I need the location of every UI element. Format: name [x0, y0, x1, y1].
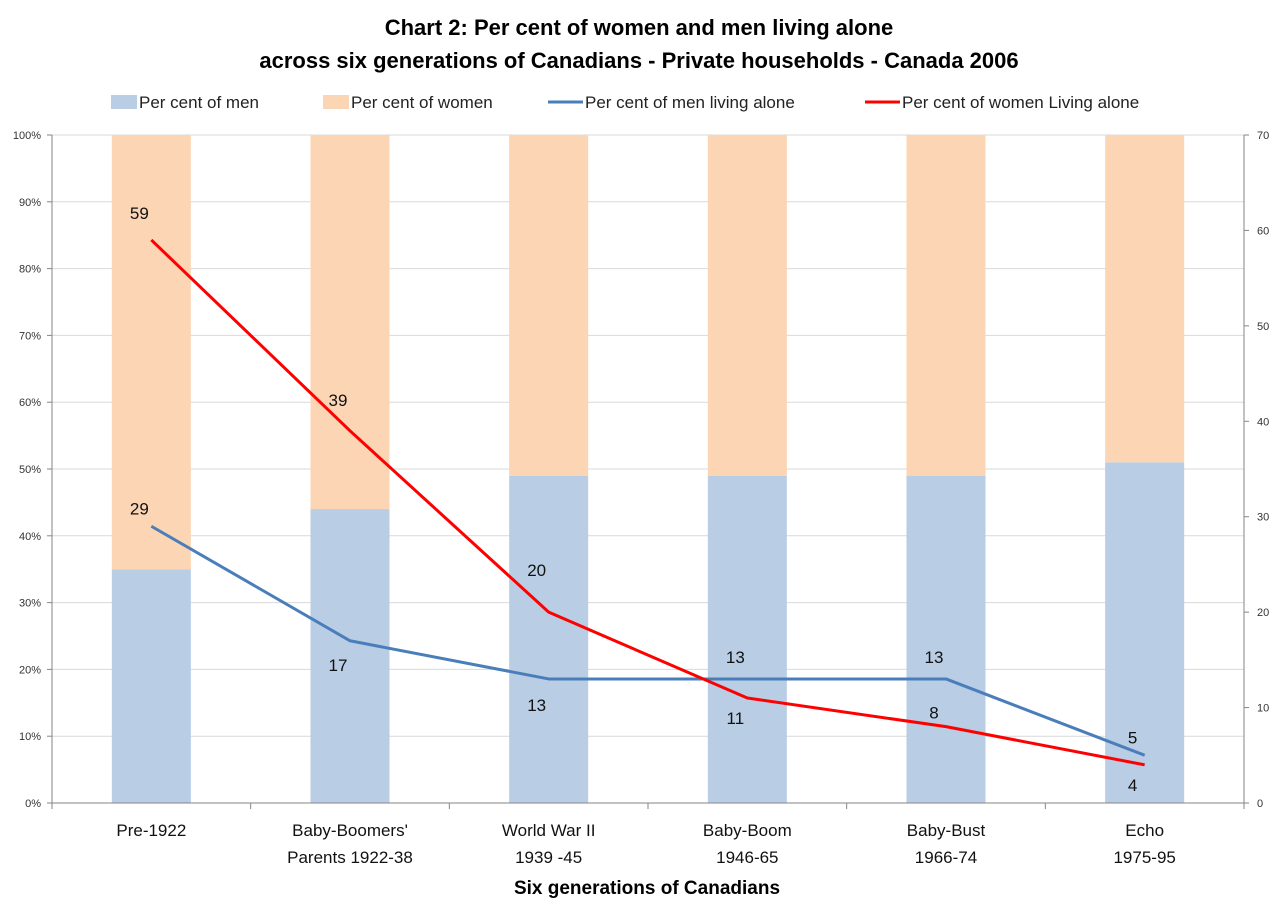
- data-label-men-living-alone: 17: [329, 656, 348, 675]
- bar-women: [906, 135, 986, 476]
- data-label-women-living-alone: 11: [727, 709, 745, 728]
- legend-label-per-cent-of-men: Per cent of men: [139, 93, 259, 112]
- category-label: 1946-65: [716, 848, 778, 867]
- left-tick-label: 50%: [19, 464, 41, 476]
- right-tick-label: 50: [1257, 321, 1269, 333]
- chart-title-line-1: Chart 2: Per cent of women and men livin…: [385, 15, 894, 40]
- bar-men: [509, 475, 589, 803]
- left-tick-label: 10%: [19, 731, 41, 743]
- right-tick-label: 20: [1257, 607, 1269, 619]
- bar-men: [111, 569, 191, 803]
- data-label-women-living-alone: 8: [929, 704, 938, 723]
- bars: [111, 135, 1185, 803]
- left-tick-label: 20%: [19, 664, 41, 676]
- gridlines: [52, 134, 1244, 737]
- left-tick-label: 80%: [19, 264, 41, 276]
- right-tick-label: 40: [1257, 416, 1269, 428]
- category-label: 1975-95: [1113, 848, 1175, 867]
- data-label-men-living-alone: 5: [1128, 728, 1137, 747]
- x-axis-title: Six generations of Canadians: [514, 878, 780, 899]
- data-label-women-living-alone: 59: [130, 204, 149, 223]
- bar-men: [906, 475, 986, 803]
- chart-title-line-2: across six generations of Canadians - Pr…: [259, 48, 1018, 73]
- left-tick-label: 60%: [19, 397, 41, 409]
- category-label: Pre-1922: [116, 821, 186, 840]
- bar-women: [1105, 135, 1185, 463]
- data-label-women-living-alone: 4: [1128, 776, 1137, 795]
- line-per-cent-of-men-living-alone: [150, 524, 1146, 757]
- data-label-women-living-alone: 20: [527, 561, 546, 580]
- right-tick-label: 0: [1257, 798, 1263, 810]
- data-label-men-living-alone: 13: [726, 648, 745, 667]
- legend-swatch-per-cent-of-women: [323, 95, 349, 109]
- data-label-men-living-alone: 13: [925, 648, 944, 667]
- category-label: World War II: [502, 821, 596, 840]
- category-label: Parents 1922-38: [287, 848, 413, 867]
- legend: Per cent of men Per cent of women Per cent…: [111, 93, 1139, 112]
- category-label: Baby-Bust: [907, 821, 986, 840]
- line-per-cent-of-women-living-alone: [150, 238, 1145, 767]
- left-tick-label: 40%: [19, 531, 41, 543]
- legend-label-per-cent-of-men-living-alone: Per cent of men living alone: [585, 93, 795, 112]
- left-tick-label: 30%: [19, 598, 41, 610]
- line-series: [150, 238, 1146, 767]
- category-label: 1939 -45: [515, 848, 582, 867]
- bar-men: [707, 475, 787, 803]
- legend-label-per-cent-of-women: Per cent of women: [351, 93, 493, 112]
- bar-women: [509, 135, 589, 476]
- category-labels: Pre-1922 Baby-Boomers' Parents 1922-38 Worl…: [116, 821, 1175, 867]
- data-label-women-living-alone: 39: [329, 391, 348, 410]
- left-tick-label: 100%: [13, 130, 41, 142]
- left-tick-label: 90%: [19, 197, 41, 209]
- bar-women: [111, 135, 191, 570]
- bar-women: [707, 135, 787, 476]
- right-tick-label: 60: [1257, 225, 1269, 237]
- right-tick-label: 70: [1257, 130, 1269, 142]
- left-tick-label: 70%: [19, 330, 41, 342]
- bar-women: [310, 135, 390, 510]
- data-labels: 29 59 17 39 13 20 13 11 13 8 5 4: [130, 204, 1138, 795]
- bar-men: [1105, 462, 1185, 803]
- right-tick-label: 10: [1257, 703, 1269, 715]
- data-label-men-living-alone: 13: [527, 696, 546, 715]
- data-label-men-living-alone: 29: [130, 499, 149, 518]
- right-tick-label: 30: [1257, 512, 1269, 524]
- left-tick-label: 0%: [25, 798, 41, 810]
- bar-men: [310, 509, 390, 803]
- axes: 0% 10% 20% 30% 40% 50% 60% 70% 80% 90% 100% 0 10 20 30…: [13, 130, 1269, 810]
- category-label: Baby-Boomers': [292, 821, 408, 840]
- legend-label-per-cent-of-women-living-alone: Per cent of women Living alone: [902, 93, 1139, 112]
- legend-swatch-per-cent-of-men: [111, 95, 137, 109]
- category-label: 1966-74: [915, 848, 977, 867]
- category-label: Echo: [1125, 821, 1164, 840]
- category-label: Baby-Boom: [703, 821, 792, 840]
